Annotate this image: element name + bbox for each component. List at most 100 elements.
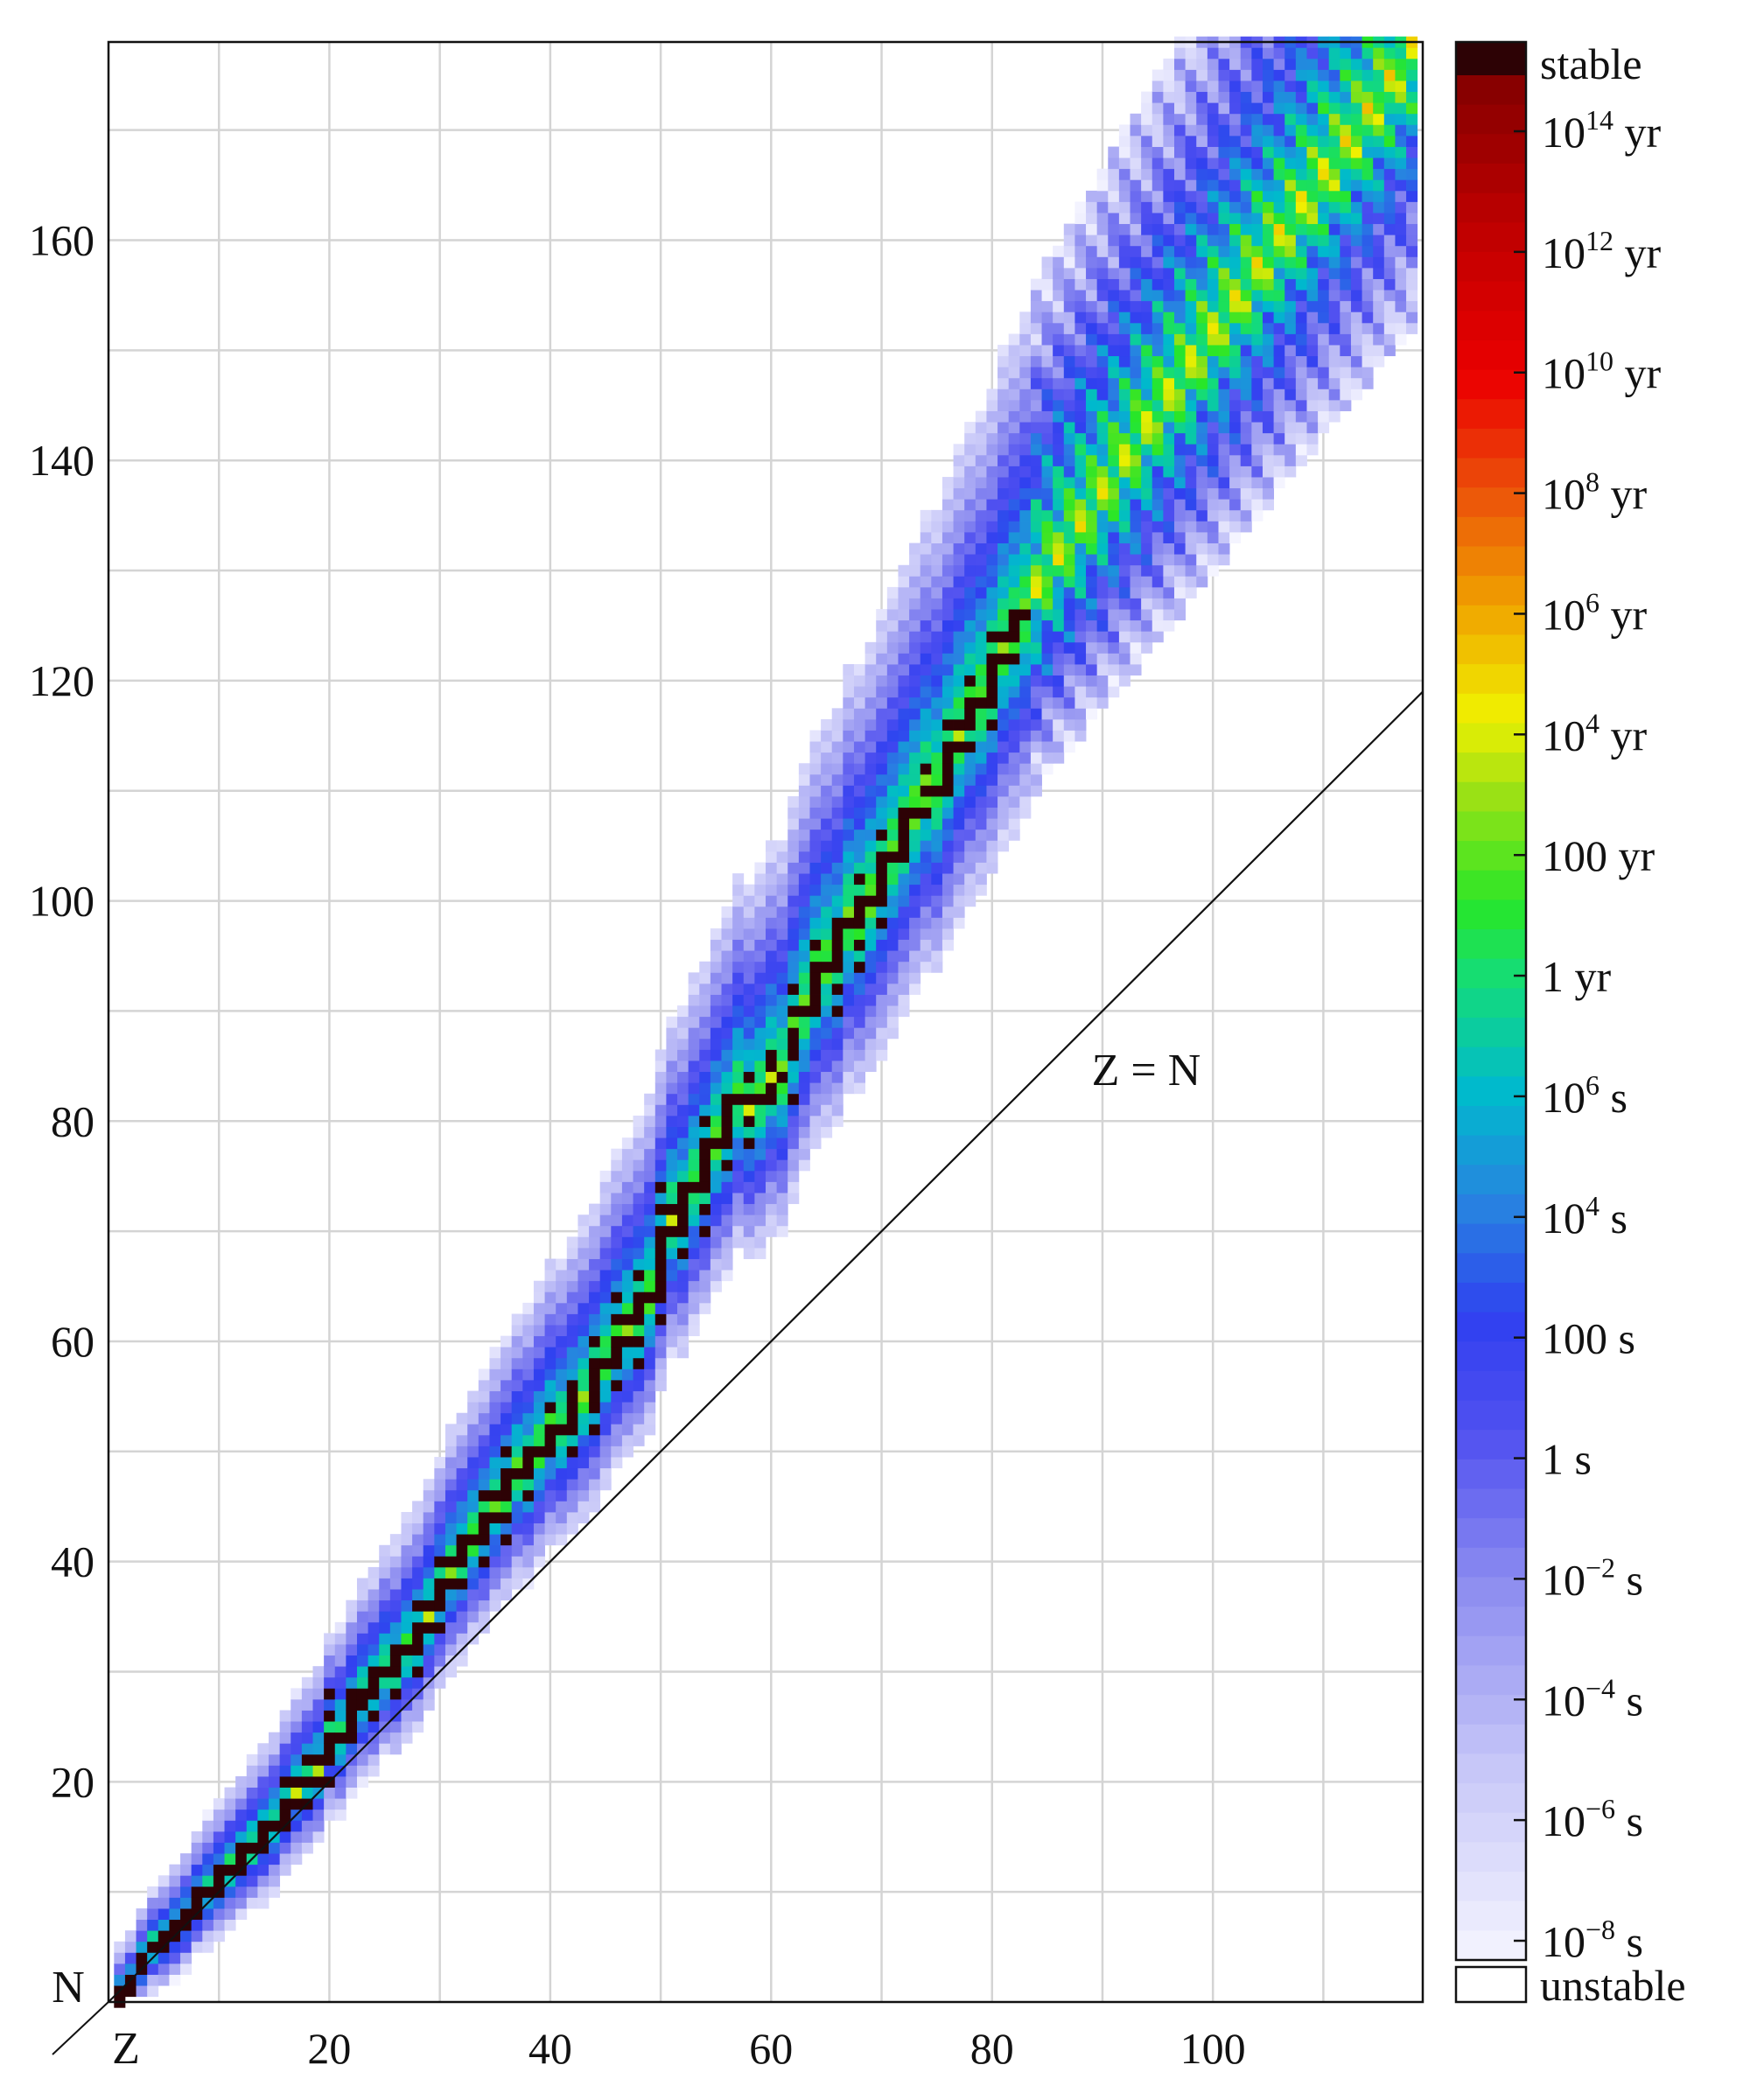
nuclide-cell [290,1842,303,1854]
nuclide-cell [776,917,788,929]
nuclide-cell [666,1060,678,1073]
nuclide-cell [423,1621,435,1634]
nuclide-cell [654,1181,667,1194]
nuclide-cell [500,1556,513,1568]
nuclide-cell [522,1357,535,1369]
nuclide-cell [169,1919,181,1931]
nuclide-cell [489,1479,501,1491]
nuclide-cell [401,1522,413,1535]
nuclide-cell [368,1688,380,1700]
nuclide-cell [500,1402,513,1414]
nuclide-cell [788,961,800,973]
colorbar-segment [1456,1135,1526,1166]
nuclide-cell [798,1082,810,1095]
nuclide-cell [788,1193,800,1205]
nuclide-cell [500,1522,513,1535]
nuclide-cell [533,1479,545,1491]
nuclide-cell [279,1710,291,1722]
nuclide-cell [279,1853,291,1866]
nuclide-cell [721,1027,733,1040]
nuclide-cell [654,1280,667,1292]
nuclide-cell [776,1214,788,1227]
nuclide-cell [611,1457,623,1469]
nuclide-cell [776,840,788,852]
nuclide-cell [290,1830,303,1843]
nuclide-cell [379,1743,391,1755]
colorbar-segment [1456,1783,1526,1814]
nuclide-cell [389,1721,402,1733]
nuclide-cell [710,1038,722,1050]
nuclide-cell [401,1688,413,1700]
nuclide-cell [312,1676,325,1689]
nuclide-cell [423,1534,435,1546]
nuclide-cell [213,1820,225,1832]
nuclide-cell [566,1412,578,1424]
nuclide-cell [633,1313,645,1326]
nuclide-cell [389,1566,402,1578]
nuclide-cell [621,1325,634,1337]
nuclide-cell [356,1655,369,1667]
nuclide-cell [434,1676,446,1689]
nuclide-cell [290,1721,303,1733]
nuclide-cell [721,939,733,951]
nuclide-cell [766,950,778,962]
nuclide-cell [368,1721,380,1733]
nuclide-cell [556,1347,568,1359]
nuclide-cell [269,1875,281,1887]
nuclide-cell [556,1325,568,1337]
nuclide-cell [776,1038,788,1050]
nuclide-cell [522,1566,535,1578]
nuclide-cell [766,994,778,1006]
nuclide-cell [412,1600,424,1612]
nuclide-cell [798,774,810,786]
nuclide-cell [500,1544,513,1557]
nuclide-cell [766,850,778,863]
nuclide-cell [500,1390,513,1403]
nuclide-cells [114,36,1418,2008]
nuclide-cell [611,1347,623,1359]
nuclide-cell [356,1688,369,1700]
nuclide-cell [688,1270,700,1282]
nuclide-cell [644,1104,656,1116]
nuclide-cell [389,1611,402,1623]
nuclide-cell [788,1126,800,1138]
nuclide-cell [798,972,810,984]
nuclide-cell [578,1214,590,1227]
nuclide-cell [633,1148,645,1160]
nuclide-cell [677,1247,690,1259]
nuclide-cell [566,1325,578,1337]
nuclide-cell [677,1280,690,1292]
nuclide-cell [798,840,810,852]
nuclide-cell [644,1214,656,1227]
nuclide-cell [511,1578,523,1590]
nuclide-cell [677,1049,690,1061]
nuclide-cell [478,1501,490,1513]
nuclide-cell [456,1566,468,1578]
nuclide-cell [788,1104,800,1116]
nuclide-cell [368,1578,380,1590]
nuclide-cell [589,1467,601,1480]
nuclide-cell [478,1578,490,1590]
nuclide-cell [158,1919,170,1931]
nuclide-cell [346,1776,358,1788]
nuclide-cell [467,1556,480,1568]
nuclide-cell [776,1093,788,1105]
nuclide-cell [788,1159,800,1172]
nuclide-cell [776,895,788,907]
nuclide-cell [788,1027,800,1040]
nuclide-cell [699,1193,711,1205]
nuclide-cell [766,895,778,907]
nuclide-cell [776,1082,788,1095]
nuclide-cell [401,1676,413,1689]
nuclide-cell [158,1897,170,1909]
nuclide-cell [776,1148,788,1160]
nuclide-cell [644,1335,656,1348]
nuclide-cell [235,1787,248,1799]
nuclide-cell [732,961,745,973]
nuclide-cell [489,1534,501,1546]
nuclide-cell [688,1225,700,1237]
nuclide-cell [732,1027,745,1040]
nuclide-cell [114,1974,126,1986]
nuclide-cell [533,1280,545,1292]
nuclide-cell [324,1688,336,1700]
